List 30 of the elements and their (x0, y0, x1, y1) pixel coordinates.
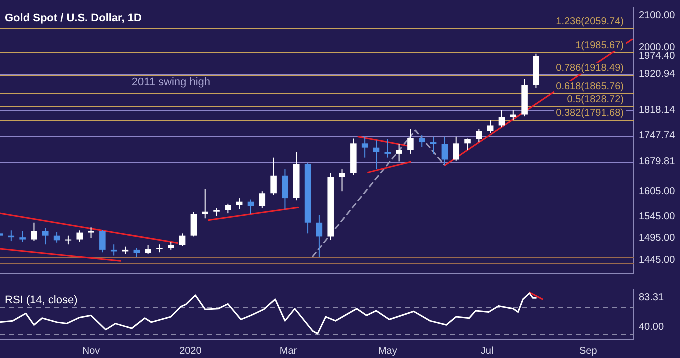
y-tick-label: 1747.74 (639, 130, 676, 142)
ref-line-label: 1(1985.67) (576, 40, 624, 52)
candlestick (202, 189, 208, 219)
y-tick-label: 1974.40 (639, 50, 676, 62)
y-tick-label: 2100.00 (639, 10, 676, 22)
y-tick-label: 1605.00 (639, 186, 676, 198)
x-tick-label: 2020 (180, 346, 202, 357)
ref-line-label: 0.382(1791.68) (556, 108, 624, 119)
y-tick-label: 83.31 (639, 292, 664, 304)
y-tick-label: 1445.00 (639, 255, 676, 266)
x-tick-label: Jul (480, 346, 494, 357)
text: RSI (14, close) (5, 294, 78, 307)
y-tick-label: 1545.00 (639, 211, 676, 222)
candlestick (384, 140, 392, 158)
y-tick-label: 2000.00 (639, 42, 676, 54)
annotation: 2011 swing high (132, 76, 211, 89)
x-tick-label: May (378, 346, 398, 357)
y-tick-label: 1920.94 (639, 68, 676, 80)
ref-line-label: 0.786(1918.49) (556, 63, 624, 74)
y-tick-label: 40.00 (639, 322, 664, 333)
ref-line-label: 1.236(2059.74) (556, 16, 624, 28)
y-tick-label: 1818.14 (639, 104, 676, 116)
x-tick-label: Mar (280, 346, 298, 357)
x-tick-label: Sep (579, 346, 598, 357)
x-tick-label: Nov (82, 346, 100, 357)
text: Gold Spot / U.S. Dollar, 1D (5, 12, 142, 25)
y-tick-label: 1495.00 (639, 232, 676, 244)
ref-line-label: 0.618(1865.76) (556, 81, 624, 92)
ref-line-label: 0.5(1828.72) (567, 94, 624, 106)
y-tick-label: 1679.81 (639, 156, 676, 168)
